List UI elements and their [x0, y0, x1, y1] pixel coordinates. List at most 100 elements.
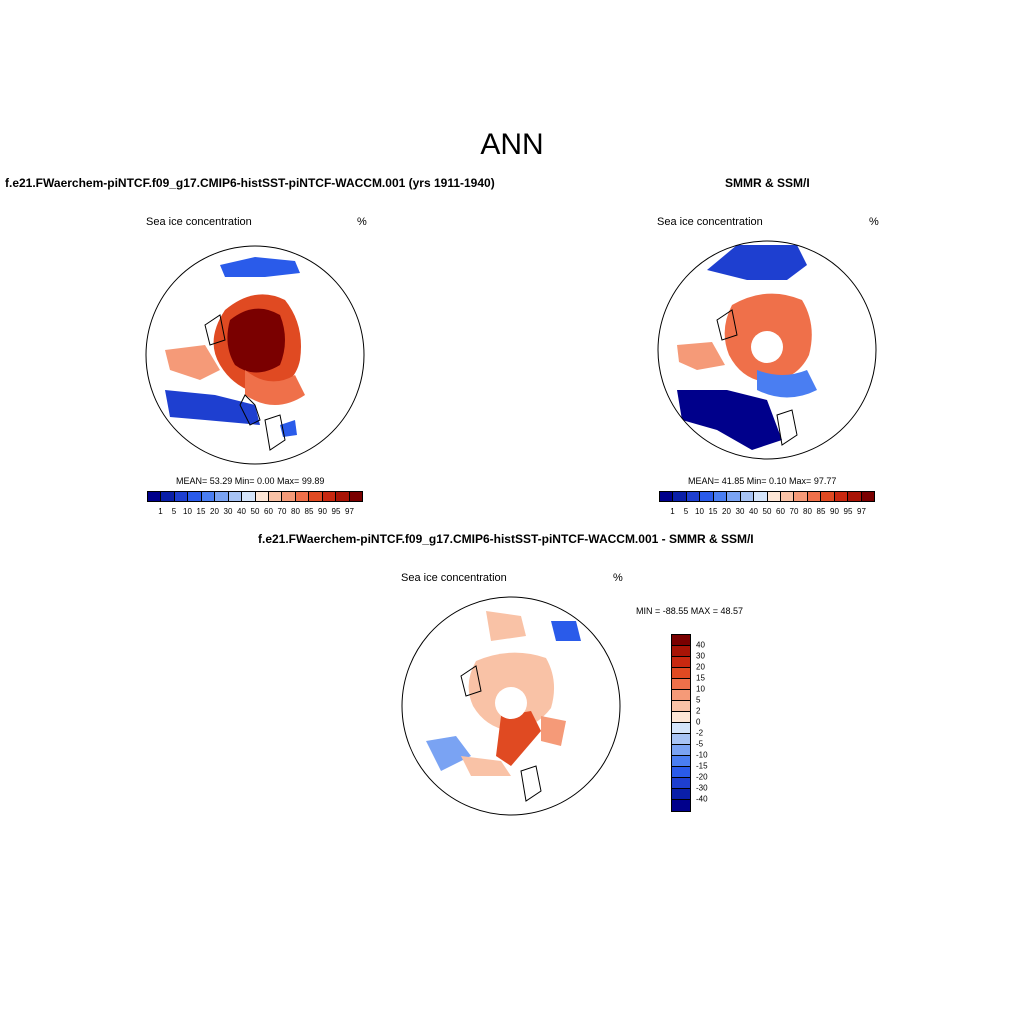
colorbar-tick-label: 1	[158, 507, 163, 516]
diff-field-svalbard	[541, 716, 566, 746]
model-coastlines	[204, 314, 286, 451]
colorbar-tick-label: 10	[696, 684, 705, 694]
colorbar-swatch	[672, 679, 690, 690]
diff-field-labrador	[426, 736, 471, 771]
colorbar-tick-label: 90	[318, 507, 327, 516]
colorbar-swatch	[336, 492, 350, 501]
colorbar-swatch	[834, 492, 849, 501]
diff-field-kara	[551, 621, 581, 641]
colorbar-tick-label: 80	[291, 507, 300, 516]
diff-field-baffin	[461, 756, 511, 776]
colorbar-swatch	[672, 778, 690, 789]
obs-polar-map	[657, 240, 877, 460]
obs-pole-hole	[751, 331, 783, 363]
model-variable-label: Sea ice concentration	[146, 216, 252, 228]
colorbar-swatch	[672, 800, 690, 811]
colorbar-swatch	[161, 492, 175, 501]
model-icefield-beaufort	[165, 345, 220, 380]
colorbar-swatch	[780, 492, 795, 501]
colorbar-swatch	[686, 492, 701, 501]
colorbar-swatch	[309, 492, 323, 501]
colorbar-tick-label: 97	[345, 507, 354, 516]
model-icefield-hudson	[280, 420, 297, 437]
colorbar-swatch	[861, 492, 874, 501]
colorbar-swatch	[672, 712, 690, 723]
colorbar-tick-label: 40	[749, 507, 758, 516]
obs-map-border	[657, 240, 877, 460]
obs-units-label: %	[869, 216, 879, 228]
colorbar-tick-label: 5	[696, 695, 701, 705]
colorbar-swatch	[673, 492, 687, 501]
colorbar-swatch	[807, 492, 822, 501]
colorbar-tick-label: -5	[696, 739, 704, 749]
colorbar-tick-label: 60	[776, 507, 785, 516]
colorbar-tick-label: 95	[843, 507, 853, 516]
diff-panel-title: f.e21.FWaerchem-piNTCF.f09_g17.CMIP6-his…	[258, 532, 754, 546]
colorbar-swatch	[268, 492, 283, 501]
colorbar-swatch	[282, 492, 296, 501]
colorbar-tick-label: 5	[683, 507, 689, 516]
colorbar-swatch	[700, 492, 714, 501]
model-polar-map	[145, 245, 365, 465]
obs-icefield-barents	[707, 245, 807, 280]
colorbar-tick-label: 40	[696, 640, 705, 650]
colorbar-swatch	[672, 690, 690, 701]
diff-field-east-greenland	[496, 711, 541, 766]
colorbar-swatch	[660, 492, 674, 501]
colorbar-swatch	[821, 492, 835, 501]
colorbar-tick-label: 0	[696, 717, 701, 727]
colorbar-swatch	[672, 789, 690, 800]
model-icefield-labrador	[165, 390, 260, 425]
obs-coastlines	[716, 309, 798, 446]
diff-stats: MIN = -88.55 MAX = 48.57	[636, 606, 744, 616]
diff-coastlines	[460, 665, 542, 802]
colorbar-tick-label: 97	[857, 507, 866, 516]
diff-polar-map	[401, 596, 621, 816]
obs-icefield-east-greenland	[757, 370, 817, 398]
obs-colorbar-ticks: 1 5 10 15 20 30 40 50 60 70 80 85 90 95 97	[659, 507, 875, 517]
colorbar-swatch	[740, 492, 755, 501]
colorbar-tick-label: -10	[696, 750, 708, 760]
colorbar-tick-label: 95	[331, 507, 341, 516]
colorbar-tick-label: 40	[237, 507, 246, 516]
model-icefield-east-greenland	[245, 370, 305, 405]
diff-units-label: %	[613, 572, 623, 584]
colorbar-tick-label: 30	[696, 651, 705, 661]
colorbar-swatch	[672, 723, 690, 734]
colorbar-swatch	[672, 745, 690, 756]
obs-colorbar	[659, 491, 875, 502]
diff-map-border	[401, 596, 621, 816]
model-icefield-central-arctic	[227, 308, 285, 373]
colorbar-tick-label: 5	[171, 507, 177, 516]
obs-icefield-labrador	[677, 390, 782, 450]
colorbar-swatch	[295, 492, 310, 501]
colorbar-tick-label: -15	[696, 761, 708, 771]
colorbar-tick-label: 70	[789, 507, 799, 516]
model-colorbar	[147, 491, 363, 502]
model-units-label: %	[357, 216, 367, 228]
colorbar-swatch	[215, 492, 229, 501]
colorbar-swatch	[228, 492, 243, 501]
colorbar-swatch	[672, 756, 690, 767]
colorbar-swatch	[754, 492, 768, 501]
colorbar-tick-label: 85	[304, 507, 314, 516]
colorbar-swatch	[672, 646, 690, 657]
colorbar-swatch	[201, 492, 216, 501]
colorbar-tick-label: 2	[696, 706, 701, 716]
colorbar-swatch	[767, 492, 781, 501]
colorbar-swatch	[848, 492, 862, 501]
colorbar-swatch	[672, 701, 690, 712]
model-map-border	[145, 245, 365, 465]
colorbar-tick-label: -2	[696, 728, 704, 738]
colorbar-tick-label: 50	[762, 507, 772, 516]
colorbar-tick-label: 15	[696, 673, 705, 683]
model-stats: MEAN= 53.29 Min= 0.00 Max= 99.89	[176, 476, 325, 486]
model-colorbar-ticks: 1 5 10 15 20 30 40 50 60 70 80 85 90 95 97	[147, 507, 363, 517]
colorbar-swatch	[148, 492, 162, 501]
colorbar-tick-label: 80	[803, 507, 812, 516]
colorbar-swatch	[672, 734, 690, 745]
colorbar-tick-label: 10	[695, 507, 704, 516]
colorbar-tick-label: 50	[250, 507, 260, 516]
colorbar-tick-label: 85	[816, 507, 826, 516]
colorbar-swatch	[349, 492, 362, 501]
